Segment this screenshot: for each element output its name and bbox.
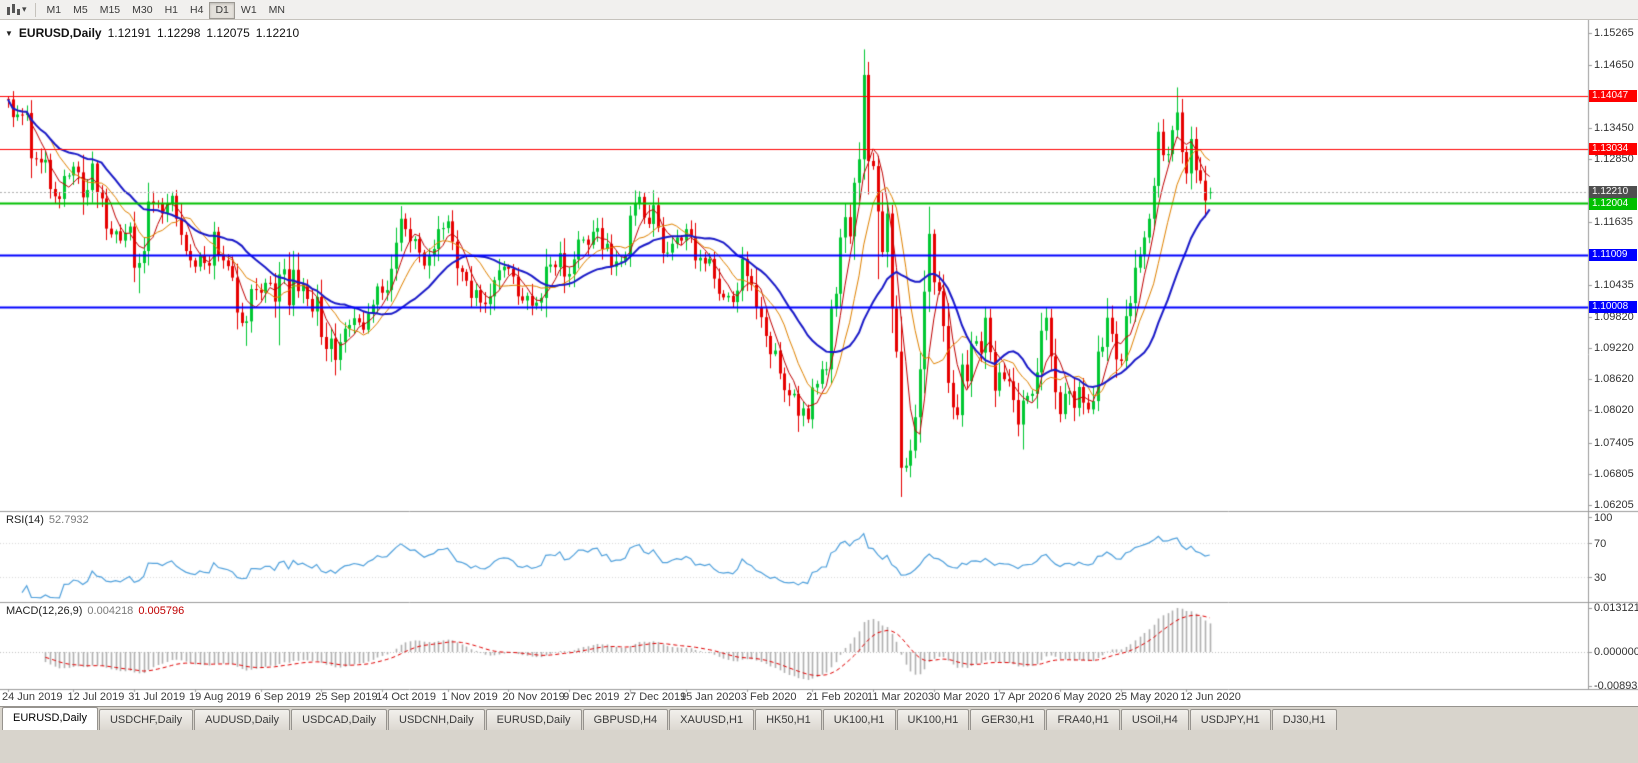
ohlc-low-value: 1.12075 (206, 26, 250, 40)
timeframe-button-w1[interactable]: W1 (235, 2, 263, 19)
price-axis-tick: 1.12850 (1594, 152, 1634, 165)
date-axis-label: 24 Jun 2019 (2, 691, 63, 703)
price-axis-tick: 1.13450 (1594, 121, 1634, 134)
date-axis-label: 9 Dec 2019 (563, 691, 620, 703)
timeframe-buttons-group: M1 M5 M15 M30 H1 H4 D1 W1 MN (41, 0, 291, 19)
date-axis-label: 14 Oct 2019 (376, 691, 437, 703)
current-price-tag[interactable]: 1.12210 (1589, 186, 1637, 199)
price-level-tag[interactable]: 1.10008 (1589, 300, 1637, 313)
price-axis-tick: 1.07405 (1594, 436, 1634, 449)
chart-tab-10-uk100-h1[interactable]: UK100,H1 (896, 709, 970, 730)
status-strip (0, 730, 1638, 763)
date-axis-label: 25 Sep 2019 (315, 691, 378, 703)
toolbar-separator (34, 2, 36, 17)
date-axis-label: 11 Mar 2020 (867, 691, 928, 703)
date-axis-label: 25 May 2020 (1114, 691, 1179, 703)
rsi-indicator-label: RSI(14) 52.7932 (6, 514, 94, 526)
price-level-tag[interactable]: 1.12004 (1589, 198, 1637, 211)
ohlc-high-value: 1.12298 (157, 26, 201, 40)
price-axis-tick: 1.08620 (1594, 373, 1634, 386)
rsi-name: RSI(14) (6, 514, 44, 526)
rsi-value: 52.7932 (48, 514, 89, 526)
macd-axis-label: -0.008933 (1594, 680, 1638, 692)
chevron-down-icon: ▾ (22, 4, 27, 14)
chart-type-button[interactable]: ▾ (3, 1, 30, 19)
chart-tab-1-usdchf-daily[interactable]: USDCHF,Daily (98, 709, 194, 730)
chart-tab-bar: EURUSD,Daily USDCHF,Daily AUDUSD,Daily USDC… (0, 706, 1638, 730)
one-click-trading-icon[interactable]: ▼ (5, 28, 13, 38)
price-level-tag[interactable]: 1.13034 (1589, 143, 1637, 156)
date-axis-label: 21 Feb 2020 (806, 691, 869, 703)
date-axis-label: 20 Nov 2019 (502, 691, 565, 703)
price-level-tag[interactable]: 1.11009 (1589, 248, 1637, 261)
macd-name: MACD(12,26,9) (6, 605, 83, 617)
date-axis-label: 6 Sep 2019 (254, 691, 311, 703)
price-axis-tick: 1.06205 (1594, 499, 1634, 512)
price-axis-tick: 1.10435 (1594, 278, 1634, 291)
price-chart-canvas[interactable] (0, 20, 1638, 706)
rsi-axis-label: 30 (1594, 572, 1607, 585)
date-axis-label: 31 Jul 2019 (128, 691, 186, 703)
chart-tab-0-eurusd-daily[interactable]: EURUSD,Daily (2, 707, 98, 730)
chart-tab-2-audusd-daily[interactable]: AUDUSD,Daily (194, 709, 291, 730)
timeframe-button-m15[interactable]: M15 (94, 2, 126, 19)
price-axis-tick: 1.08020 (1594, 404, 1634, 417)
timeframe-button-h4[interactable]: H4 (184, 2, 209, 19)
price-level-tag[interactable]: 1.14047 (1589, 90, 1637, 103)
ohlc-close-value: 1.12210 (255, 26, 300, 40)
chart-tab-3-usdcad-daily[interactable]: USDCAD,Daily (291, 709, 388, 730)
date-axis-label: 27 Dec 2019 (623, 691, 687, 703)
price-axis-tick: 1.06805 (1594, 467, 1634, 480)
chart-tab-5-eurusd-daily[interactable]: EURUSD,Daily (485, 709, 582, 730)
chart-tab-7-xauusd-h1[interactable]: XAUUSD,H1 (669, 709, 755, 730)
macd-signal-value: 0.005796 (138, 605, 185, 617)
macd-indicator-label: MACD(12,26,9) 0.004218 0.005796 (6, 605, 189, 617)
date-axis-label: 6 May 2020 (1054, 691, 1112, 703)
chart-tab-4-usdcnh-daily[interactable]: USDCNH,Daily (388, 709, 485, 730)
date-axis-label: 15 Jan 2020 (680, 691, 741, 703)
chart-tab-6-gbpusd-h4[interactable]: GBPUSD,H4 (582, 709, 669, 730)
timeframe-button-mn[interactable]: MN (263, 2, 291, 19)
chart-tab-13-usoil-h4[interactable]: USOil,H4 (1120, 709, 1189, 730)
price-axis-tick: 1.14650 (1594, 59, 1634, 72)
chart-tab-14-usdjpy-h1[interactable]: USDJPY,H1 (1189, 709, 1271, 730)
date-axis-label: 1 Nov 2019 (441, 691, 498, 703)
date-axis-label: 19 Aug 2019 (189, 691, 251, 703)
rsi-axis-label: 100 (1594, 512, 1613, 524)
chart-tab-11-ger30-h1[interactable]: GER30,H1 (970, 709, 1046, 730)
chart-tab-8-hk50-h1[interactable]: HK50,H1 (755, 709, 822, 730)
timeframe-button-m30[interactable]: M30 (126, 2, 158, 19)
timeframes-toolbar: ▾ M1 M5 M15 M30 H1 H4 D1 W1 MN (0, 0, 1638, 20)
chart-tab-12-fra40-h1[interactable]: FRA40,H1 (1046, 709, 1120, 730)
chart-tab-15-dj30-h1[interactable]: DJ30,H1 (1271, 709, 1337, 730)
date-axis-label: 12 Jul 2019 (67, 691, 125, 703)
date-axis-label: 17 Apr 2020 (993, 691, 1053, 703)
price-axis-tick: 1.11635 (1594, 216, 1633, 229)
rsi-axis-label: 70 (1594, 537, 1607, 550)
timeframe-button-d1[interactable]: D1 (209, 1, 235, 19)
chart-title: ▼ EURUSD,Daily 1.12191 1.12298 1.12075 1… (5, 26, 299, 40)
date-axis-label: 3 Feb 2020 (740, 691, 797, 703)
timeframe-button-m1[interactable]: M1 (41, 2, 68, 19)
date-axis-label: 12 Jun 2020 (1180, 691, 1241, 703)
bar-chart-icon (7, 4, 20, 15)
macd-axis-label: 0.013121 (1594, 602, 1638, 614)
ohlc-open-value: 1.12191 (107, 26, 151, 40)
price-axis-tick: 1.15265 (1594, 27, 1634, 39)
price-axis-tick: 1.09820 (1594, 310, 1634, 323)
chart-symbol-label: EURUSD,Daily (18, 26, 102, 40)
macd-axis-label: 0.000000 (1594, 646, 1638, 658)
timeframe-button-m5[interactable]: M5 (67, 2, 94, 19)
macd-main-value: 0.004218 (87, 605, 134, 617)
chart-tab-9-uk100-h1[interactable]: UK100,H1 (822, 709, 896, 730)
date-axis-label: 30 Mar 2020 (927, 691, 990, 703)
timeframe-button-h1[interactable]: H1 (159, 2, 184, 19)
price-axis-tick: 1.09220 (1594, 341, 1634, 354)
